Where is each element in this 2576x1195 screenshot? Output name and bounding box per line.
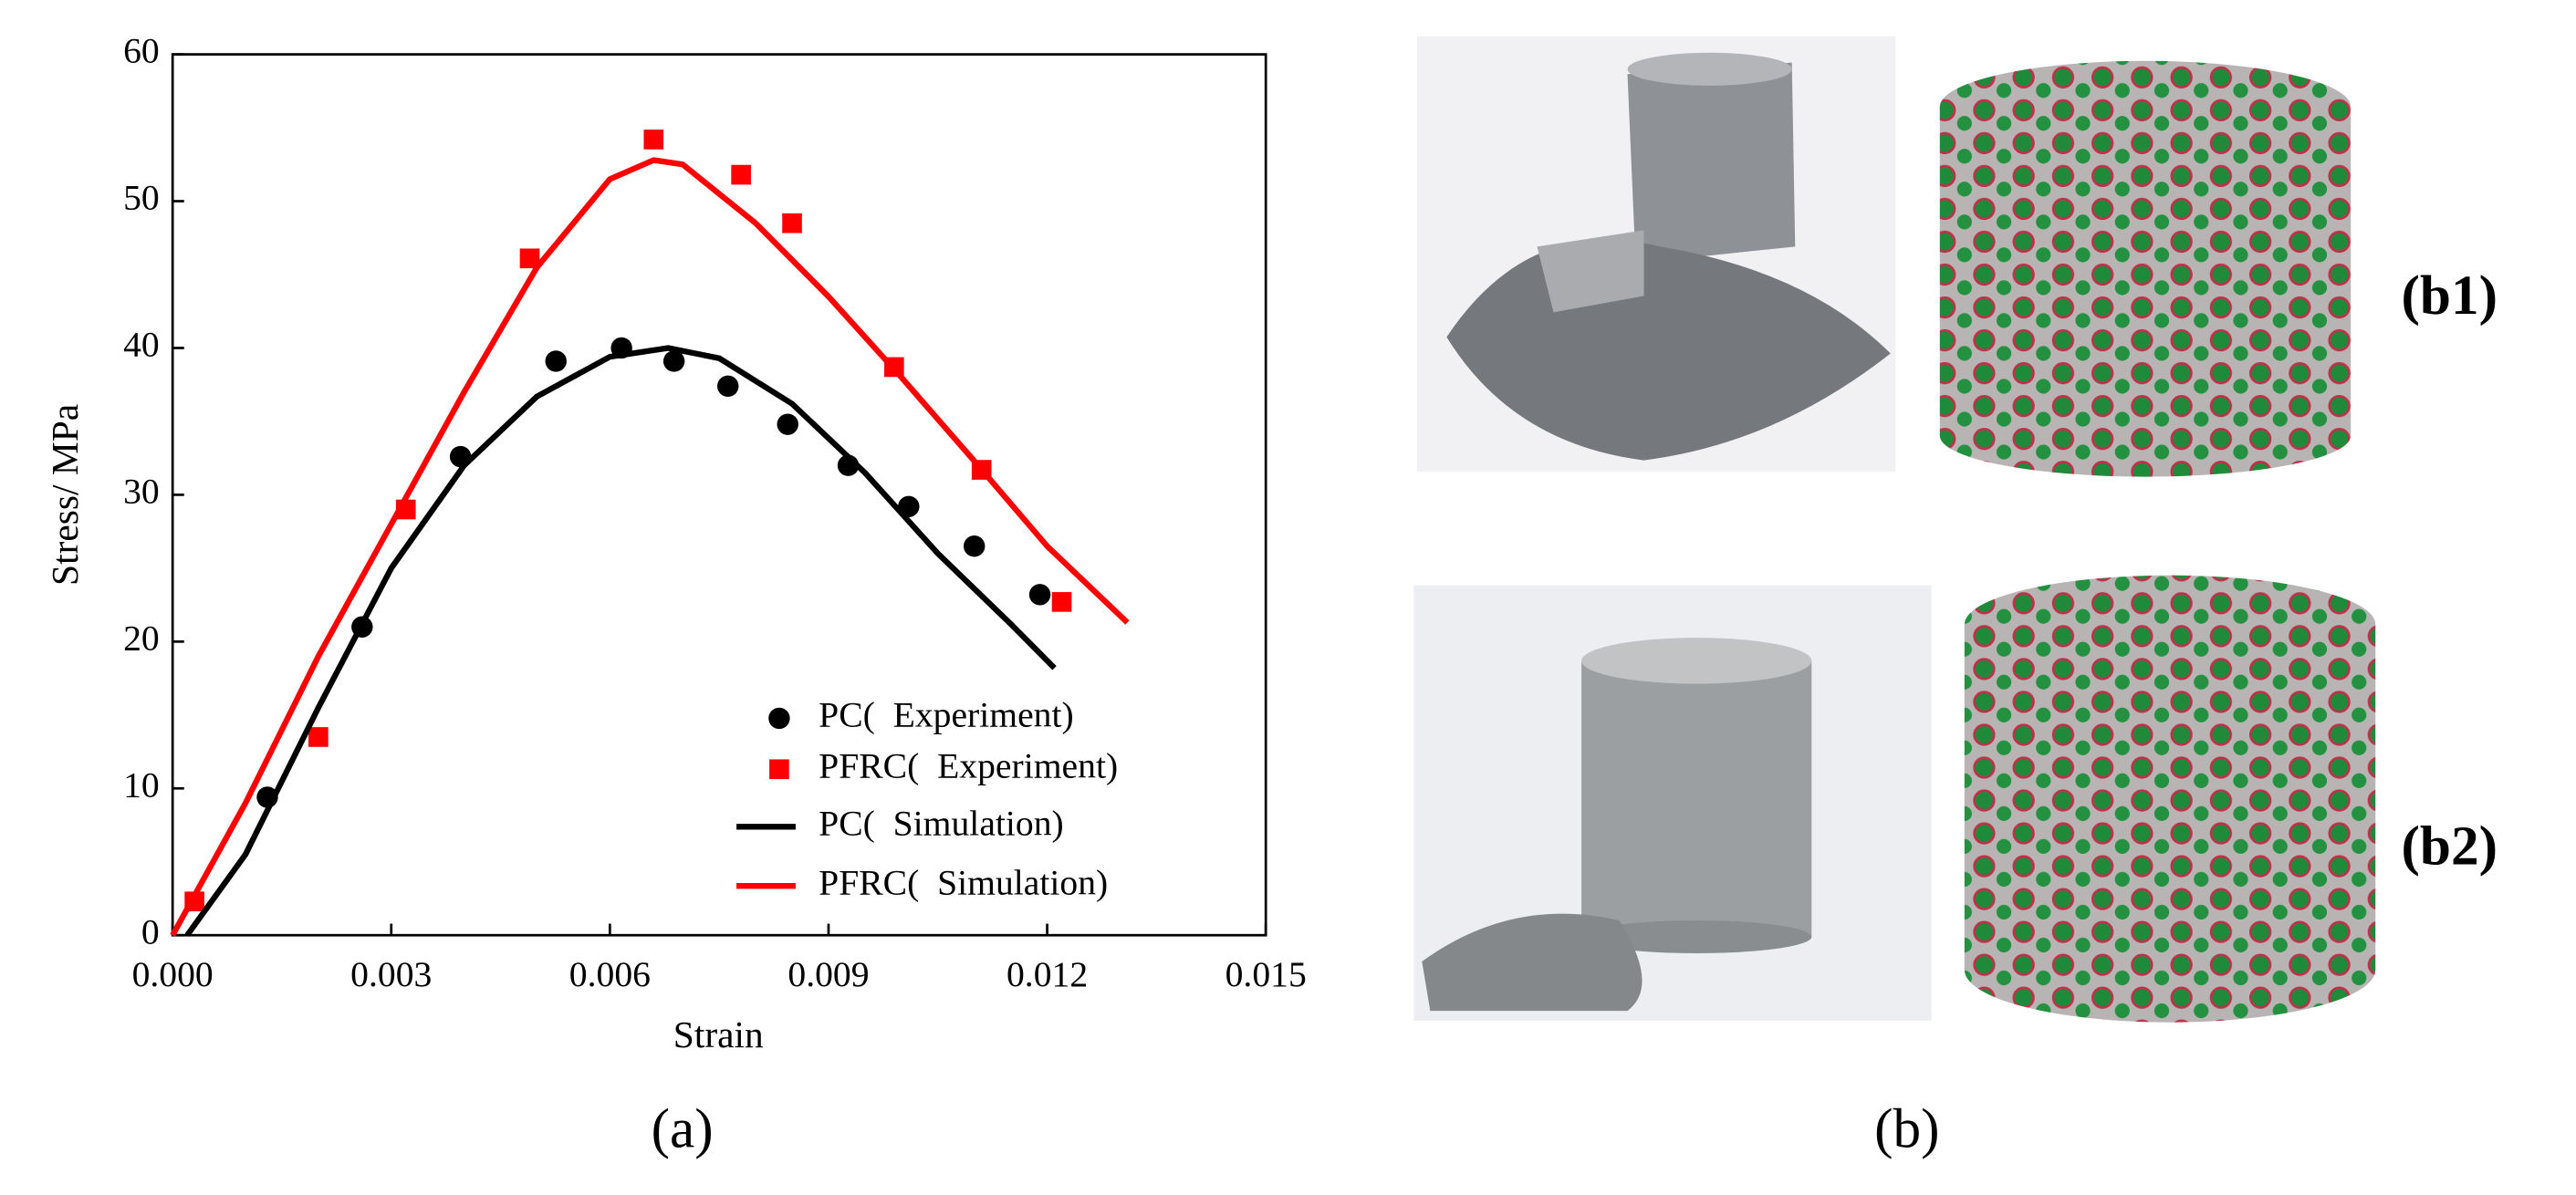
y-axis-title: Stress/ MPa xyxy=(44,404,86,586)
y-tick-label: 40 xyxy=(123,325,160,365)
photo-b2 xyxy=(1413,585,1932,1021)
x-tick-label: 0.006 xyxy=(569,954,651,994)
data-point xyxy=(643,130,664,150)
data-point xyxy=(1051,592,1072,612)
data-point xyxy=(717,375,739,398)
x-tick-label: 0.015 xyxy=(1225,954,1307,994)
y-tick-label: 50 xyxy=(123,178,160,218)
plot-frame xyxy=(171,53,1267,937)
panel-label: (b1) xyxy=(2402,265,2498,327)
x-tick-label: 0.012 xyxy=(1006,954,1088,994)
panel-label: (b) xyxy=(1874,1097,1939,1159)
legend-swatch xyxy=(768,707,790,730)
x-tick-label: 0.003 xyxy=(350,954,432,994)
legend-label: PFRC( Experiment) xyxy=(819,745,1118,785)
data-point xyxy=(1028,584,1051,606)
panel-label: (a) xyxy=(652,1097,714,1159)
data-point xyxy=(545,350,567,372)
simulation-b1 xyxy=(1939,60,2352,477)
y-tick-label: 0 xyxy=(141,911,160,951)
y-tick-label: 60 xyxy=(123,31,160,71)
data-point xyxy=(662,350,685,372)
data-point xyxy=(777,413,798,435)
photo-b1 xyxy=(1416,36,1896,473)
panel-label: (b2) xyxy=(2402,815,2498,877)
x-axis-title: Strain xyxy=(673,1013,764,1055)
legend-label: PFRC( Simulation) xyxy=(819,862,1108,902)
legend-swatch xyxy=(769,759,789,780)
data-point xyxy=(308,727,329,747)
data-point xyxy=(519,248,540,269)
data-point xyxy=(731,164,751,185)
x-tick-label: 0.009 xyxy=(787,954,869,994)
y-tick-label: 30 xyxy=(123,471,160,511)
legend-label: PC( Simulation) xyxy=(819,803,1064,843)
series-line xyxy=(184,345,1057,938)
simulation-b2 xyxy=(1964,575,2376,1023)
data-point xyxy=(782,213,802,234)
series-line xyxy=(170,157,1130,937)
x-tick-label: 0.000 xyxy=(132,954,214,994)
y-tick-label: 10 xyxy=(123,764,160,805)
data-point xyxy=(963,535,986,557)
legend-label: PC( Experiment) xyxy=(819,695,1074,735)
y-tick-label: 20 xyxy=(123,618,160,658)
